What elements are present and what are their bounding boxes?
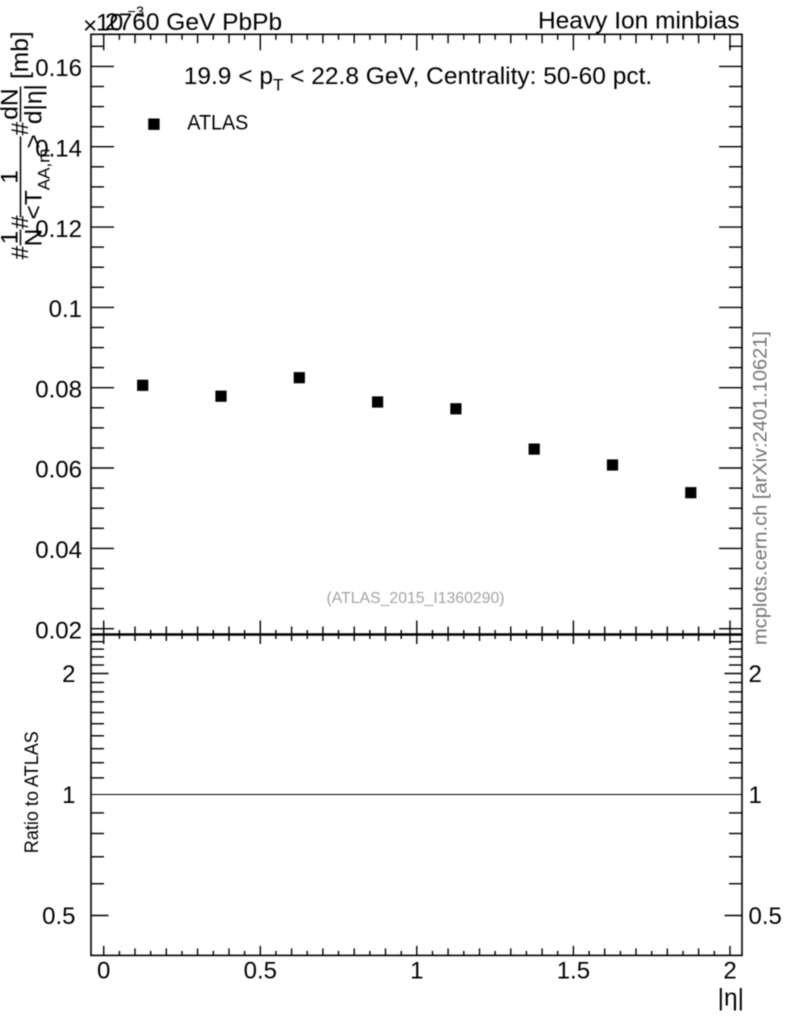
svg-text:0.14: 0.14 [35, 135, 82, 162]
svg-text:2: 2 [62, 661, 75, 688]
svg-text:(ATLAS_2015_I1360290): (ATLAS_2015_I1360290) [327, 590, 505, 607]
svg-text:N: N [20, 229, 47, 247]
svg-text:10: 10 [96, 10, 123, 37]
svg-text:0: 0 [97, 958, 110, 985]
svg-text:0.16: 0.16 [35, 55, 82, 82]
svg-text:0.02: 0.02 [35, 617, 82, 644]
svg-text:0.08: 0.08 [35, 376, 82, 403]
svg-text:Heavy Ion minbias: Heavy Ion minbias [538, 8, 740, 35]
svg-text:[mb]: [mb] [7, 31, 34, 79]
svg-text:ATLAS: ATLAS [187, 112, 248, 135]
svg-text:−3: −3 [128, 5, 145, 21]
svg-text:1: 1 [749, 782, 762, 809]
svg-text:1.5: 1.5 [557, 958, 590, 985]
svg-text:0.06: 0.06 [35, 457, 82, 484]
svg-text:2: 2 [723, 958, 736, 985]
svg-text:1: 1 [0, 231, 24, 245]
svg-text:×: × [83, 12, 97, 39]
svg-text:#: # [7, 246, 34, 260]
svg-text:0.12: 0.12 [35, 216, 82, 243]
svg-text:0.5: 0.5 [42, 903, 75, 930]
svg-text:|η|: |η| [718, 985, 744, 1012]
svg-text:19.9 < pT < 22.8 GeV, Centrali: 19.9 < pT < 22.8 GeV, Centrality: 50-60 … [184, 63, 652, 95]
svg-text:1: 1 [62, 782, 75, 809]
svg-text:0.5: 0.5 [749, 903, 782, 930]
svg-text:2760 GeV PbPb: 2760 GeV PbPb [105, 9, 282, 36]
svg-text:mcplots.cern.ch [arXiv:2401.10: mcplots.cern.ch [arXiv:2401.10621] [750, 331, 772, 645]
svg-text:#: # [7, 122, 34, 136]
svg-text:d|η|: d|η| [20, 84, 47, 124]
svg-text:1: 1 [0, 170, 24, 184]
svg-text:1: 1 [410, 958, 423, 985]
svg-text:Ratio to ATLAS: Ratio to ATLAS [21, 731, 43, 853]
svg-text:2: 2 [749, 661, 762, 688]
svg-text:dN: dN [0, 88, 24, 119]
svg-text:0.1: 0.1 [49, 296, 82, 323]
svg-text:#: # [7, 215, 34, 229]
svg-text:0.5: 0.5 [244, 958, 277, 985]
svg-text:0.04: 0.04 [35, 537, 82, 564]
